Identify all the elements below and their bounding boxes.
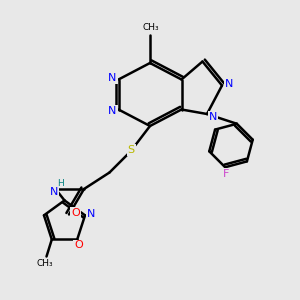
Text: H: H [57, 178, 63, 188]
Text: O: O [74, 241, 83, 250]
Text: O: O [71, 208, 80, 218]
Text: N: N [87, 209, 95, 219]
Text: CH₃: CH₃ [142, 22, 159, 32]
Text: N: N [108, 73, 117, 83]
Text: N: N [224, 79, 233, 89]
Text: N: N [50, 187, 58, 197]
Text: CH₃: CH₃ [37, 260, 53, 268]
Text: S: S [128, 145, 135, 155]
Text: N: N [209, 112, 217, 122]
Text: F: F [223, 169, 229, 179]
Text: N: N [108, 106, 117, 116]
